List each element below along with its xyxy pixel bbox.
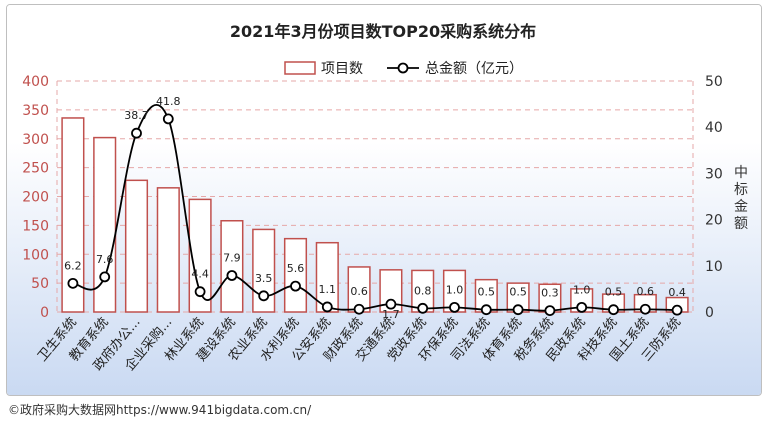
- line-point: [258, 290, 270, 302]
- line-point: [512, 304, 524, 316]
- line-point: [576, 301, 588, 313]
- data-label: 1.1: [319, 283, 337, 296]
- bar: [93, 136, 117, 313]
- data-label: 1.7: [382, 308, 400, 321]
- data-label: 4.4: [191, 268, 209, 281]
- line-point: [131, 127, 142, 139]
- line-point: [385, 298, 397, 310]
- line-point: [544, 305, 556, 317]
- line-point: [194, 286, 206, 298]
- data-label: 0.4: [668, 286, 686, 299]
- y-right-axis-label-char: 额: [734, 216, 748, 232]
- line-point: [226, 270, 238, 281]
- data-label: 1.0: [573, 283, 591, 296]
- bar: [220, 220, 244, 313]
- bar-series: [61, 117, 689, 313]
- line-point: [671, 304, 683, 316]
- y-left-tick-label: 200: [22, 190, 49, 206]
- line-point: [67, 277, 79, 289]
- bar: [156, 187, 180, 313]
- line-point: [417, 302, 429, 314]
- data-label: 3.5: [255, 272, 273, 285]
- y-right-axis-label-char: 中: [734, 165, 748, 181]
- y-left-tick-label: 50: [31, 276, 49, 292]
- chart-frame: 2021年3月份项目数TOP20采购系统分布 6.2 7.6 38.7 41.8 4.4…: [6, 4, 762, 396]
- line-point: [290, 280, 301, 292]
- data-label: 0.5: [605, 286, 623, 299]
- legend-bar-label: 项目数: [321, 61, 363, 77]
- data-label: 38.7: [124, 109, 149, 122]
- line-point: [480, 304, 492, 316]
- line-point: [321, 301, 333, 313]
- y-right-axis-label-char: 金: [734, 199, 748, 215]
- line-point: [639, 303, 651, 315]
- bar: [252, 228, 276, 313]
- data-label: 41.8: [156, 95, 181, 108]
- data-label: 7.6: [96, 253, 114, 266]
- y-right-axis-label-char: 标: [734, 182, 748, 198]
- y-left-tick-label: 350: [22, 103, 49, 119]
- line-point: [99, 271, 111, 283]
- line-point: [449, 301, 460, 313]
- line-point: [608, 304, 619, 316]
- y-right-tick-label: 50: [705, 74, 723, 90]
- y-left-tick-label: 100: [22, 247, 49, 263]
- y-left-tick-label: 250: [22, 161, 49, 177]
- bar: [188, 198, 212, 313]
- data-label: 1.0: [446, 283, 464, 296]
- data-label: 0.6: [637, 285, 655, 298]
- y-left-tick-label: 300: [22, 132, 49, 148]
- y-right-tick-label: 0: [705, 305, 714, 321]
- chart-title: 2021年3月份项目数TOP20采购系统分布: [230, 22, 536, 41]
- source-credit: ©政府采购大数据网https://www.941bigdata.com.cn/: [8, 403, 312, 417]
- data-label: 6.2: [64, 259, 82, 272]
- data-label: 0.6: [350, 285, 368, 298]
- y-right-tick-label: 10: [705, 259, 723, 275]
- line-point: [353, 303, 365, 315]
- y-left-tick-label: 0: [40, 305, 49, 321]
- y-right-tick-label: 20: [705, 213, 723, 229]
- data-label: 7.9: [223, 252, 241, 265]
- line-point: [162, 113, 174, 125]
- bar: [379, 269, 403, 313]
- legend-bar-swatch: [284, 61, 316, 75]
- y-right-tick-label: 40: [705, 120, 723, 136]
- data-label: 0.8: [414, 284, 432, 297]
- bar: [124, 179, 149, 313]
- legend: 项目数 总金额（亿元）: [284, 61, 523, 77]
- line-series: 6.2 7.6 38.7 41.8 4.4 7.9 3.5 5.6 1.1 0.6 1.7 0.8 1.…: [64, 95, 686, 321]
- bar: [283, 237, 308, 313]
- legend-line-marker: [397, 62, 409, 74]
- legend-line-label: 总金额（亿元）: [425, 61, 523, 77]
- data-label: 0.5: [478, 286, 496, 299]
- data-label: 5.6: [287, 262, 305, 275]
- data-label: 0.3: [541, 287, 559, 300]
- y-left-tick-label: 150: [22, 218, 49, 234]
- bar: [61, 117, 85, 313]
- y-right-tick-label: 30: [705, 166, 723, 182]
- chart: 2021年3月份项目数TOP20采购系统分布 6.2 7.6 38.7 41.8 4.4…: [7, 5, 761, 395]
- data-label: 0.5: [509, 286, 527, 299]
- gridlines: [56, 80, 694, 313]
- y-left-tick-label: 400: [22, 74, 49, 90]
